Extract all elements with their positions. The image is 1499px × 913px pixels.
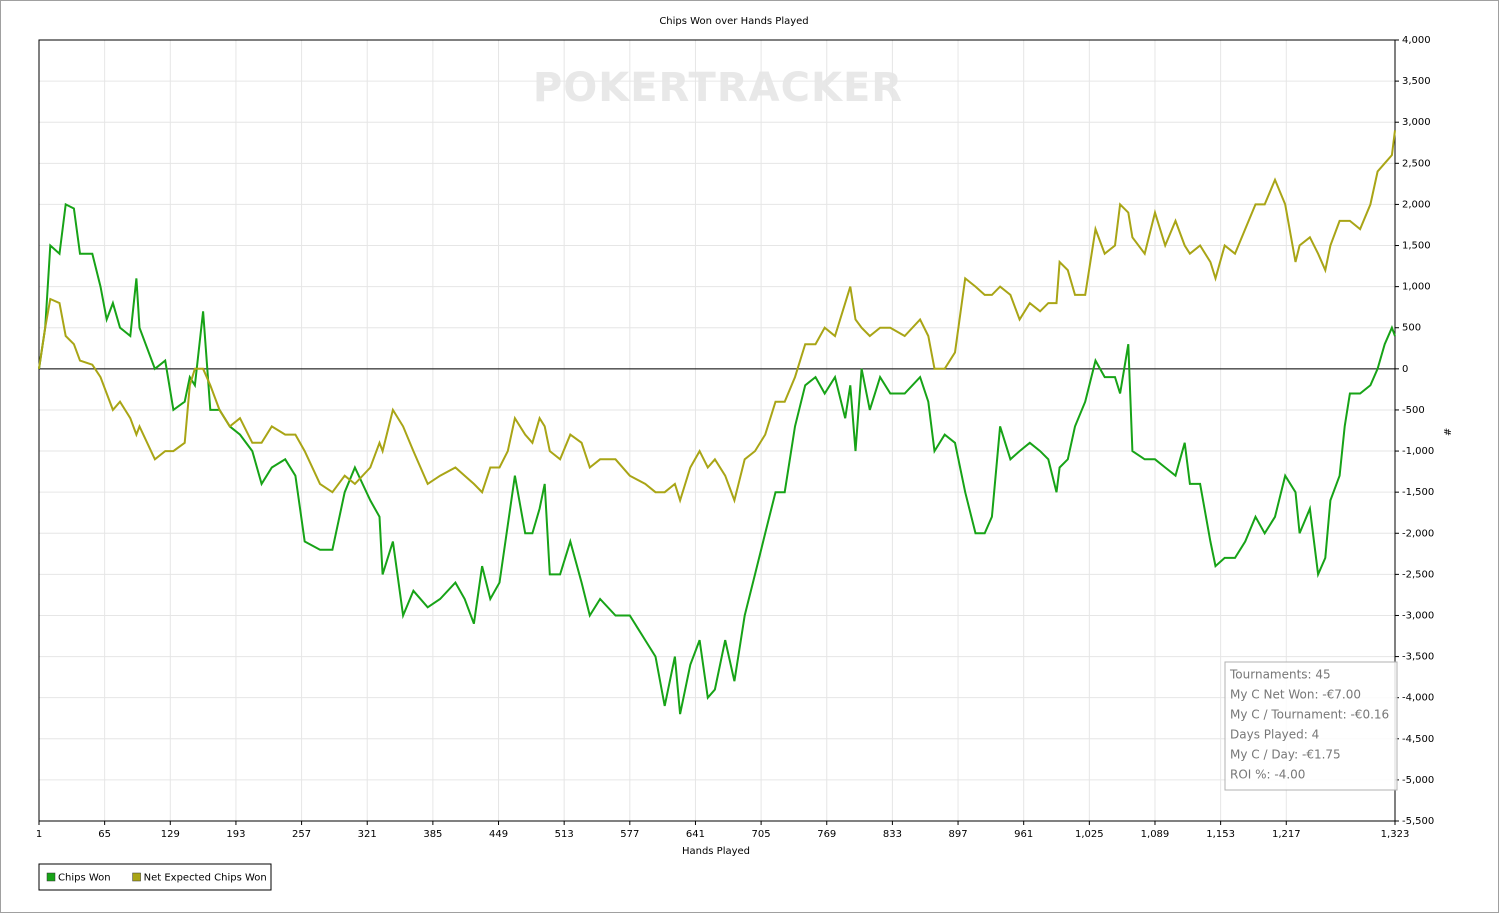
watermark: POKERTRACKER xyxy=(533,65,903,111)
x-tick-label: 65 xyxy=(98,829,111,840)
chart-title: Chips Won over Hands Played xyxy=(659,16,808,27)
legend: Chips Won Net Expected Chips Won xyxy=(38,863,272,891)
plot-frame xyxy=(38,39,1396,822)
y-tick-label: -3,500 xyxy=(1402,652,1434,663)
x-tick-label: 321 xyxy=(358,829,377,840)
stats-box xyxy=(1224,661,1398,791)
x-tick-label: 705 xyxy=(752,829,771,840)
x-tick-label: 1,153 xyxy=(1206,829,1235,840)
y-tick-label: 4,000 xyxy=(1402,35,1431,46)
y-tick-label: -3,000 xyxy=(1402,610,1434,621)
x-tick-label: 193 xyxy=(226,829,245,840)
x-tick-label: 961 xyxy=(1014,829,1033,840)
legend-swatch xyxy=(46,872,56,882)
y-tick-label: -500 xyxy=(1402,405,1425,416)
x-tick-label: 769 xyxy=(817,829,836,840)
x-tick-label: 641 xyxy=(686,829,705,840)
x-tick-label: 129 xyxy=(161,829,180,840)
stats-line: Tournaments: 45 xyxy=(1229,668,1331,682)
x-tick-label: 1,217 xyxy=(1272,829,1301,840)
y-tick-label: 2,000 xyxy=(1402,199,1431,210)
legend-label: Chips Won xyxy=(58,873,111,884)
x-tick-label: 1,025 xyxy=(1075,829,1104,840)
series-line xyxy=(38,202,1396,715)
stats-line: ROI %: -4.00 xyxy=(1230,768,1305,782)
y-tick-label: 1,000 xyxy=(1402,282,1431,293)
y-axis-label: # xyxy=(1441,428,1452,436)
x-tick-label: 1,089 xyxy=(1141,829,1170,840)
y-tick-label: 3,000 xyxy=(1402,117,1431,128)
y-tick-label: -2,000 xyxy=(1402,528,1434,539)
x-tick-label: 833 xyxy=(883,829,902,840)
y-tick-label: -5,500 xyxy=(1402,816,1434,827)
x-tick-label: 897 xyxy=(948,829,967,840)
x-tick-label: 257 xyxy=(292,829,311,840)
y-tick-label: -2,500 xyxy=(1402,569,1434,580)
y-tick-label: -4,500 xyxy=(1402,734,1434,745)
y-tick-label: -4,000 xyxy=(1402,693,1434,704)
y-tick-label: -5,000 xyxy=(1402,775,1434,786)
stats-line: My C / Tournament: -€0.16 xyxy=(1230,708,1389,722)
x-tick-label: 577 xyxy=(620,829,639,840)
y-tick-label: 0 xyxy=(1402,364,1408,375)
x-tick-label: 449 xyxy=(489,829,508,840)
stats-line: Days Played: 4 xyxy=(1230,728,1319,742)
y-tick-label: 1,500 xyxy=(1402,241,1431,252)
legend-box xyxy=(38,863,272,891)
x-axis-label: Hands Played xyxy=(682,846,750,857)
stats-line: My C / Day: -€1.75 xyxy=(1230,748,1341,762)
x-tick-label: 1,323 xyxy=(1381,829,1410,840)
x-tick-label: 1 xyxy=(36,829,42,840)
y-tick-label: -1,500 xyxy=(1402,487,1434,498)
legend-label: Net Expected Chips Won xyxy=(144,873,267,884)
series-line xyxy=(38,130,1396,504)
legend-swatch xyxy=(132,872,141,882)
y-tick-label: 500 xyxy=(1402,323,1421,334)
y-tick-label: 2,500 xyxy=(1402,158,1431,169)
x-tick-label: 385 xyxy=(423,829,442,840)
y-tick-label: -1,000 xyxy=(1402,446,1434,457)
y-tick-label: 3,500 xyxy=(1402,76,1431,87)
x-tick-label: 513 xyxy=(555,829,574,840)
stats-line: My C Net Won: -€7.00 xyxy=(1230,688,1361,702)
